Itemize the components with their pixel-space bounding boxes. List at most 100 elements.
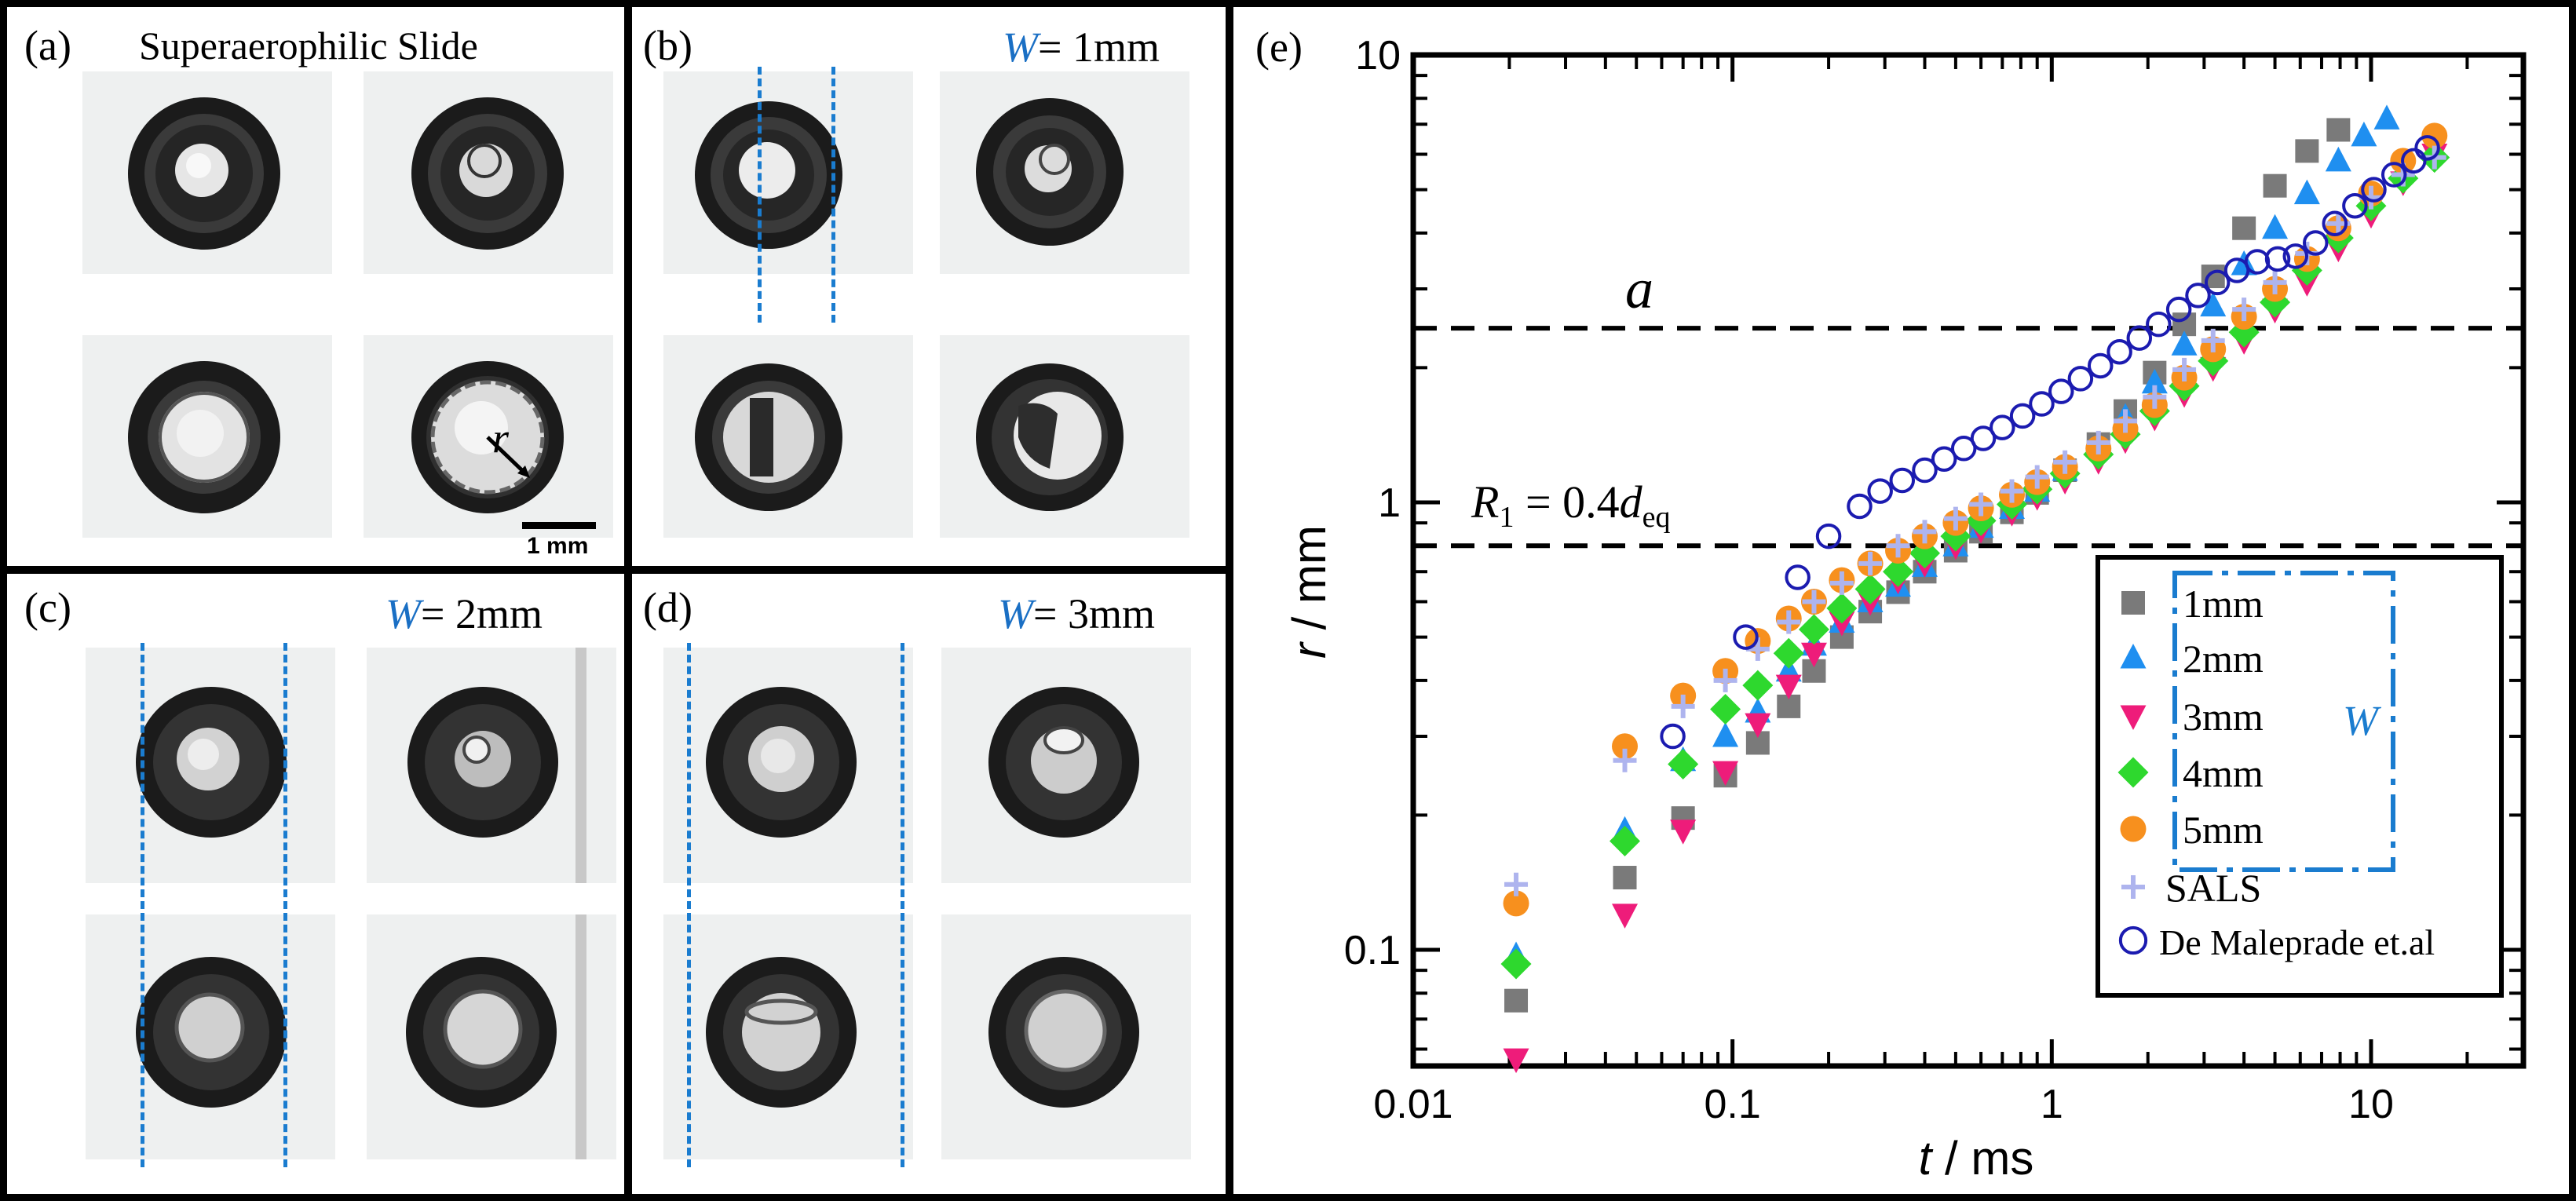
data-point-2mm [2351,121,2377,147]
panel-c: (c) W= 2mm [0,567,631,1201]
data-point-de-maleprade-et-al [2146,311,2172,338]
data-point-sals [1802,590,1826,614]
data-point-de-maleprade-et-al [2401,148,2427,174]
data-point-3mm [1712,761,1739,787]
data-point-3mm [1775,674,1802,700]
data-point-1mm [2295,139,2319,163]
data-point-3mm [1800,642,1827,668]
channel-edge-right [283,643,287,1167]
data-point-de-maleprade-et-al [2342,192,2368,219]
data-point-1mm [2326,118,2351,142]
x-tick-label: 10 [2348,1082,2394,1127]
data-point-de-maleprade-et-al [2185,283,2211,308]
channel-edge-left [758,67,762,323]
data-point-de-maleprade-et-al [2048,378,2074,404]
panel-a-title: Superaerophilic Slide [139,24,478,68]
scale-bar [522,522,596,529]
data-point-de-maleprade-et-al [1950,436,1977,462]
legend-label: SALS [2165,866,2261,910]
data-point-sals [2053,450,2077,474]
data-point-2mm [2325,146,2351,172]
data-point-de-maleprade-et-al [2414,135,2440,161]
data-point-1mm [1613,866,1637,890]
image-tile [663,914,913,1159]
data-point-2mm [2141,368,2168,394]
data-point-5mm [2421,122,2448,149]
data-point-de-maleprade-et-al [1847,493,1873,520]
scale-bar-label: 1 mm [527,533,589,559]
legend-label: 3mm [2183,695,2264,739]
data-point-1mm [2263,173,2287,198]
data-point-de-maleprade-et-al [1889,467,1916,494]
image-tile [941,914,1191,1159]
plot-frame [1410,52,2527,1069]
y-tick-label: 1 [1378,480,1401,526]
panel-d: (d) W= 3mm [625,567,1233,1201]
legend-label: De Maleprade et.al [2159,922,2435,962]
w-symbol: W [1003,24,1038,71]
w-label-c: W= 2mm [385,593,543,635]
data-point-de-maleprade-et-al [2067,366,2094,392]
chart-e: 0.01 0.1 1 10 0.1 1 10 t / ms r / mm a R1 = 0.4deq… [1283,33,2527,1185]
data-point-de-maleprade-et-al [2264,246,2291,272]
legend-label: 4mm [2183,751,2264,795]
data-point-de-maleprade-et-al [2106,338,2132,365]
data-point-5mm [1612,733,1639,760]
data-point-sals [1969,492,1993,517]
data-point-2mm [2171,330,2198,356]
w-symbol: W [385,590,421,637]
data-point-de-maleprade-et-al [2322,210,2348,236]
data-point-sals [2201,328,2225,352]
image-tile [663,648,913,883]
image-tile [367,648,616,883]
hline-a-label: a [1625,257,1653,320]
panel-a: (a) Superaerophilic Slide [0,0,631,573]
data-point-3mm [1503,1048,1529,1074]
legend-marker [2120,644,2147,669]
data-point-sals [1886,534,1910,558]
image-tile [940,335,1189,538]
data-point-2mm [2200,291,2227,317]
data-point-1mm [2232,216,2256,240]
data-point-sals [2000,479,2024,503]
data-point-de-maleprade-et-al [2087,352,2114,379]
x-tick-label: 0.1 [1705,1082,1761,1127]
data-point-2mm [2373,104,2400,130]
legend-marker [2120,816,2147,842]
data-point-de-maleprade-et-al [1660,723,1686,750]
legend-marker [2121,591,2145,615]
data-point-de-maleprade-et-al [2009,403,2036,429]
panel-label-c: (c) [24,584,71,631]
legend-marker [2117,757,2149,788]
data-point-sals [1613,748,1637,772]
x-tick-label: 1 [2041,1082,2063,1127]
legend-label: 2mm [2183,637,2264,681]
data-point-4mm [1826,593,1858,624]
data-point-4mm [1773,637,1804,669]
legend-marker [2118,925,2148,955]
data-point-de-maleprade-et-al [1785,564,1811,590]
data-point-de-maleprade-et-al [2282,243,2309,269]
data-point-4mm [1668,748,1699,779]
data-point-de-maleprade-et-al [1990,414,2015,440]
channel-edge-right [831,67,835,323]
data-point-4mm [1798,614,1829,645]
data-point-sals [1713,668,1737,692]
data-point-sals [1671,694,1695,718]
channel-edge-right [901,643,904,1167]
hline-r1-label: R1 = 0.4deq [1471,476,1671,534]
data-point-sals [2086,430,2110,454]
data-point-3mm [1829,611,1855,637]
data-point-de-maleprade-et-al [1912,457,1938,484]
panel-label-b: (b) [643,22,692,69]
legend-box [2096,555,2504,998]
legend-marker [2120,705,2147,730]
panel-label-e: (e) [1255,24,1303,71]
data-point-de-maleprade-et-al [1931,446,1957,473]
data-point-4mm [1710,693,1741,725]
panel-b: (b) W= 1mm [625,0,1233,573]
data-point-4mm [1883,556,1914,587]
x-axis-label: t / ms [1919,1132,2034,1185]
image-tile [364,335,613,538]
data-point-1mm [1504,988,1529,1013]
